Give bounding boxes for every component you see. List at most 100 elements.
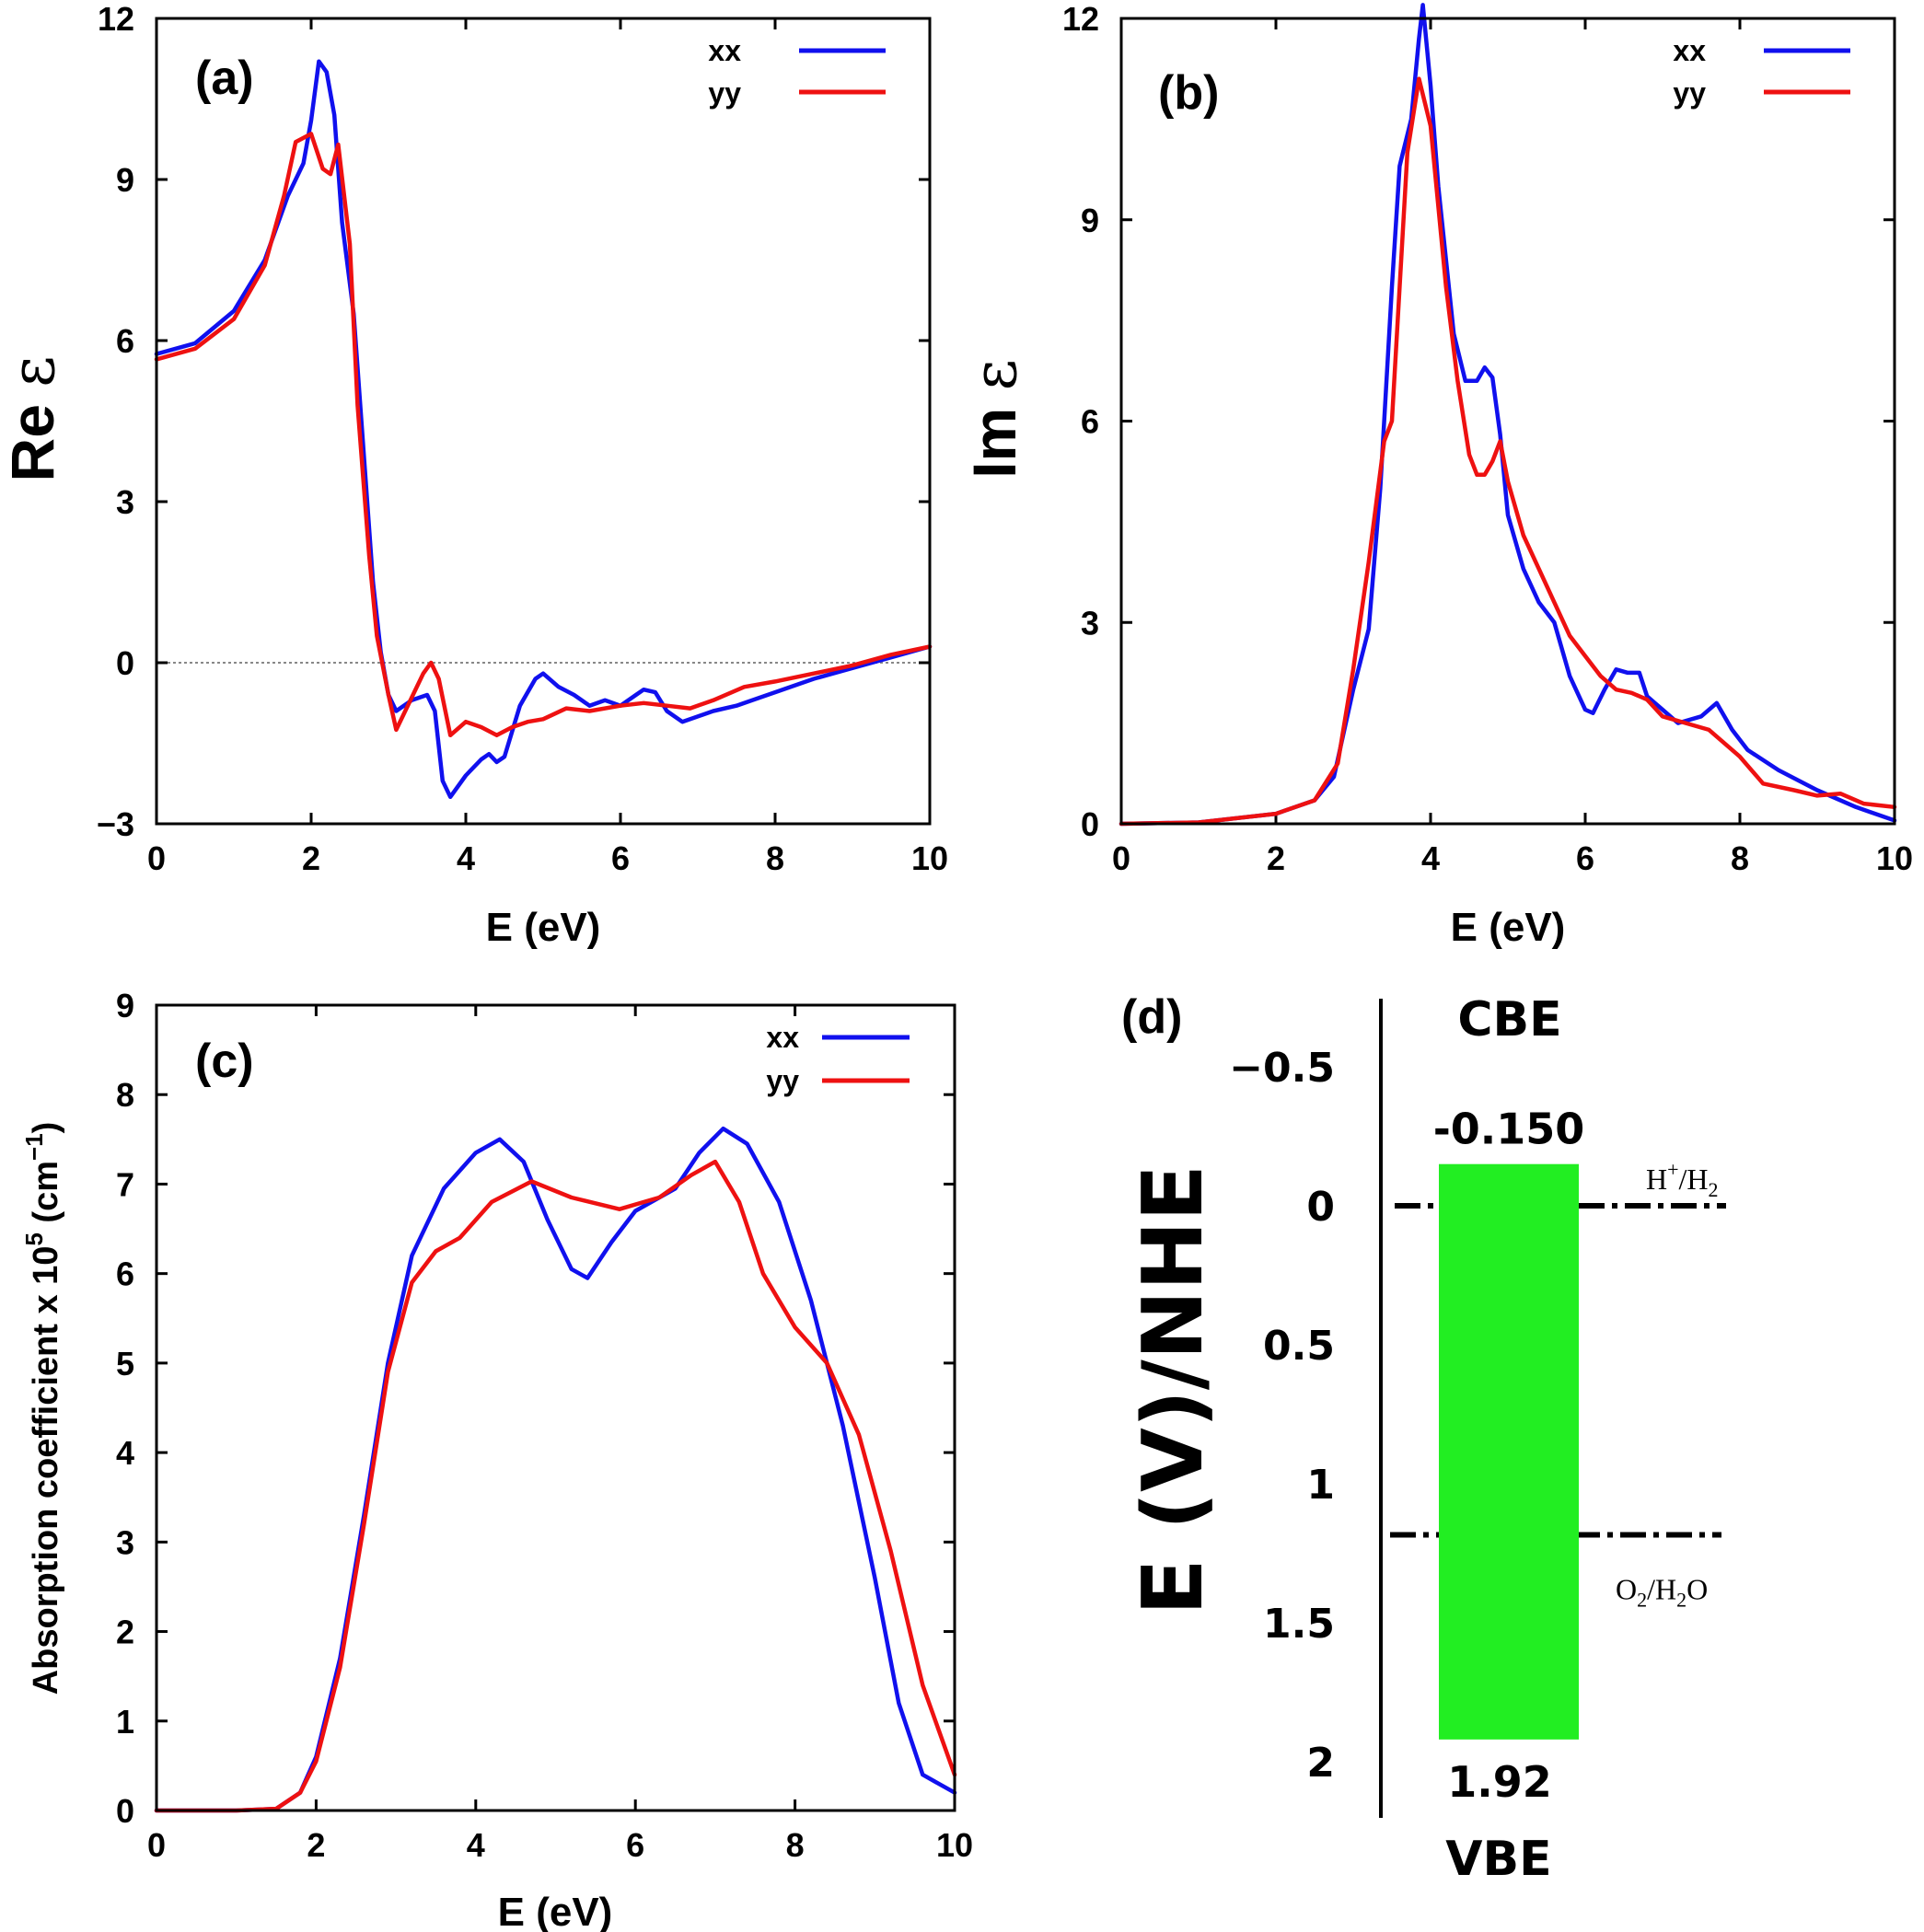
- panel-c-ylabel-unit-b: ): [27, 1122, 65, 1134]
- panel-b-ytick-label: 3: [1081, 604, 1099, 642]
- panel-b-xtick-label: 2: [1267, 839, 1285, 877]
- panel-b-xlabel: E (eV): [1451, 905, 1566, 950]
- panel-b-xtick-label: 10: [1876, 839, 1913, 877]
- panel-b-series-yy: [1118, 76, 1897, 827]
- panel-d-o-label-sub2: 2: [1676, 1588, 1686, 1611]
- panel-a-xlabel: E (eV): [486, 905, 601, 950]
- panel-a-legend-xx: xx: [708, 34, 741, 67]
- panel-d-ytick-label: 2: [1306, 1740, 1335, 1787]
- panel-d-ytick-label: 0: [1306, 1184, 1335, 1231]
- panel-b-ytick-label: 6: [1081, 403, 1099, 441]
- panel-d-h-label-sub: 2: [1709, 1178, 1719, 1201]
- panel-a-ytick-label: 12: [98, 0, 134, 38]
- panel-d-ytick-label: 0.5: [1263, 1323, 1335, 1370]
- panel-a-series: [154, 59, 933, 800]
- panel-c-ylabel-main: Absorption coefficient x 10: [27, 1246, 65, 1695]
- panel-a-xtick-label: 6: [611, 839, 630, 877]
- panel-a-xtick-label: 8: [766, 839, 784, 877]
- panel-b-frame: [1119, 17, 1896, 826]
- panel-c-xtick-label: 4: [467, 1826, 485, 1864]
- panel-d-h-label-sup: +: [1667, 1158, 1678, 1181]
- panel-d-vbe-heading: VBE: [1445, 1832, 1551, 1887]
- panel-a-xtick-label: 10: [911, 839, 948, 877]
- panel-d-ytick-label: −0.5: [1229, 1045, 1335, 1092]
- panel-b-ticks: 0 2 4 6 8 10 0 3 6 9 12: [1062, 0, 1913, 877]
- panel-b-xtick-label: 0: [1112, 839, 1130, 877]
- panel-c-xtick-label: 2: [307, 1826, 325, 1864]
- panel-a-ticks: 0 2 4 6 8 10 −3 0 3 6 9 12: [97, 0, 948, 877]
- panel-d-label: (d): [1121, 990, 1182, 1044]
- panel-b-ytick-label: 9: [1081, 202, 1099, 239]
- panel-b-ytick-label: 0: [1081, 805, 1099, 843]
- panel-a-legend-yy: yy: [708, 76, 741, 110]
- panel-c-xtick-label: 0: [147, 1826, 166, 1864]
- panel-c-ytick-label: 3: [116, 1523, 134, 1561]
- panel-c-ylabel: Absorption coefficient x 105 (cm−1): [20, 1122, 65, 1695]
- panel-b-ylabel-symbol: ε: [959, 359, 1030, 390]
- panel-d-h-label-mid: /H: [1679, 1163, 1709, 1196]
- panel-a-ylabel-symbol: ε: [0, 356, 68, 388]
- panel-c-ylabel-unit-sup: −1: [20, 1133, 48, 1161]
- panel-c-xtick-label: 6: [626, 1826, 644, 1864]
- panel-c: 0 2 4 6 8 10 0 1 2 3 4 5 6 7 8 9 (c) xx yy E (eV) Absor…: [20, 987, 973, 1932]
- panel-c-ytick-label: 1: [116, 1703, 134, 1741]
- panel-c-xtick-label: 10: [936, 1826, 973, 1864]
- panel-b-xtick-label: 4: [1421, 839, 1440, 877]
- panel-c-ytick-label: 9: [116, 987, 134, 1024]
- panel-a-xtick-label: 4: [457, 839, 475, 877]
- panel-d-cbe-value: -0.150: [1433, 1105, 1585, 1154]
- panel-a-label: (a): [195, 52, 254, 105]
- panel-a-xtick-label: 0: [147, 839, 166, 877]
- panel-c-ylabel-unit-a: (cm: [27, 1161, 65, 1232]
- panel-b-series: [1118, 3, 1897, 827]
- panel-c-ytick-label: 2: [116, 1614, 134, 1651]
- panel-d-cbe-heading: CBE: [1457, 992, 1561, 1047]
- panel-d-o-label-a: O: [1616, 1572, 1637, 1605]
- panel-c-ytick-label: 5: [116, 1345, 134, 1382]
- panel-a-ytick-label: −3: [97, 805, 134, 843]
- panel-b-xtick-label: 6: [1576, 839, 1594, 877]
- panel-d-vbe-value: 1.92: [1447, 1757, 1552, 1807]
- panel-b-series-xx: [1118, 3, 1897, 827]
- panel-b-ytick-label: 12: [1062, 0, 1099, 38]
- panel-b-label: (b): [1158, 66, 1219, 120]
- panel-d-o-label-sub1: 2: [1637, 1588, 1647, 1611]
- panel-b-ylabel-prefix: Im: [960, 390, 1028, 478]
- panel-c-series-xx: [154, 1126, 957, 1813]
- panel-c-ytick-label: 4: [116, 1434, 134, 1472]
- panel-c-ytick-label: 7: [116, 1165, 134, 1203]
- panel-b-legend-yy: yy: [1673, 76, 1706, 110]
- panel-d-ylabel: E (V)/NHE: [1125, 1164, 1222, 1615]
- panel-a-xtick-label: 2: [302, 839, 320, 877]
- panel-c-series: [154, 1126, 957, 1813]
- panel-c-ytick-label: 6: [116, 1255, 134, 1293]
- panel-a-ylabel-prefix: Re: [0, 388, 66, 482]
- panel-b: 0 2 4 6 8 10 0 3 6 9 12 (b) xx yy E (eV) Im ε: [959, 0, 1913, 950]
- panel-d-ticks: −0.5 0 0.5 1 1.5 2: [1229, 1045, 1335, 1787]
- panel-d-o-label-c: O: [1686, 1572, 1708, 1605]
- panel-b-xtick-label: 8: [1731, 839, 1749, 877]
- panel-b-legend-xx: xx: [1673, 34, 1706, 67]
- panel-d-ytick-label: 1.5: [1263, 1601, 1335, 1648]
- panel-b-ylabel: Im ε: [959, 359, 1030, 479]
- panel-a-frame: [155, 17, 932, 826]
- panel-d-o-label-b: /H: [1647, 1572, 1676, 1605]
- panel-d-o-label: O2/H2O: [1616, 1572, 1708, 1611]
- panel-a-ytick-label: 6: [116, 322, 134, 360]
- panel-a: 0 2 4 6 8 10 −3 0 3 6 9 12 (a) xx yy E (eV) Re ε: [0, 0, 948, 950]
- panel-a-series-yy: [154, 132, 933, 738]
- panel-d-ytick-label: 1: [1306, 1462, 1335, 1509]
- panel-c-ytick-label: 8: [116, 1076, 134, 1114]
- panel-c-ylabel-sup: 5: [20, 1232, 48, 1245]
- panel-d-h-label: H+/H2: [1646, 1158, 1719, 1201]
- panel-a-ylabel: Re ε: [0, 356, 68, 482]
- panel-c-series-yy: [154, 1159, 957, 1813]
- panel-c-legend-xx: xx: [766, 1021, 799, 1054]
- panel-a-ytick-label: 0: [116, 644, 134, 682]
- panel-c-xtick-label: 8: [786, 1826, 805, 1864]
- panel-c-legend-yy: yy: [766, 1064, 799, 1097]
- panel-c-label: (c): [195, 1035, 254, 1088]
